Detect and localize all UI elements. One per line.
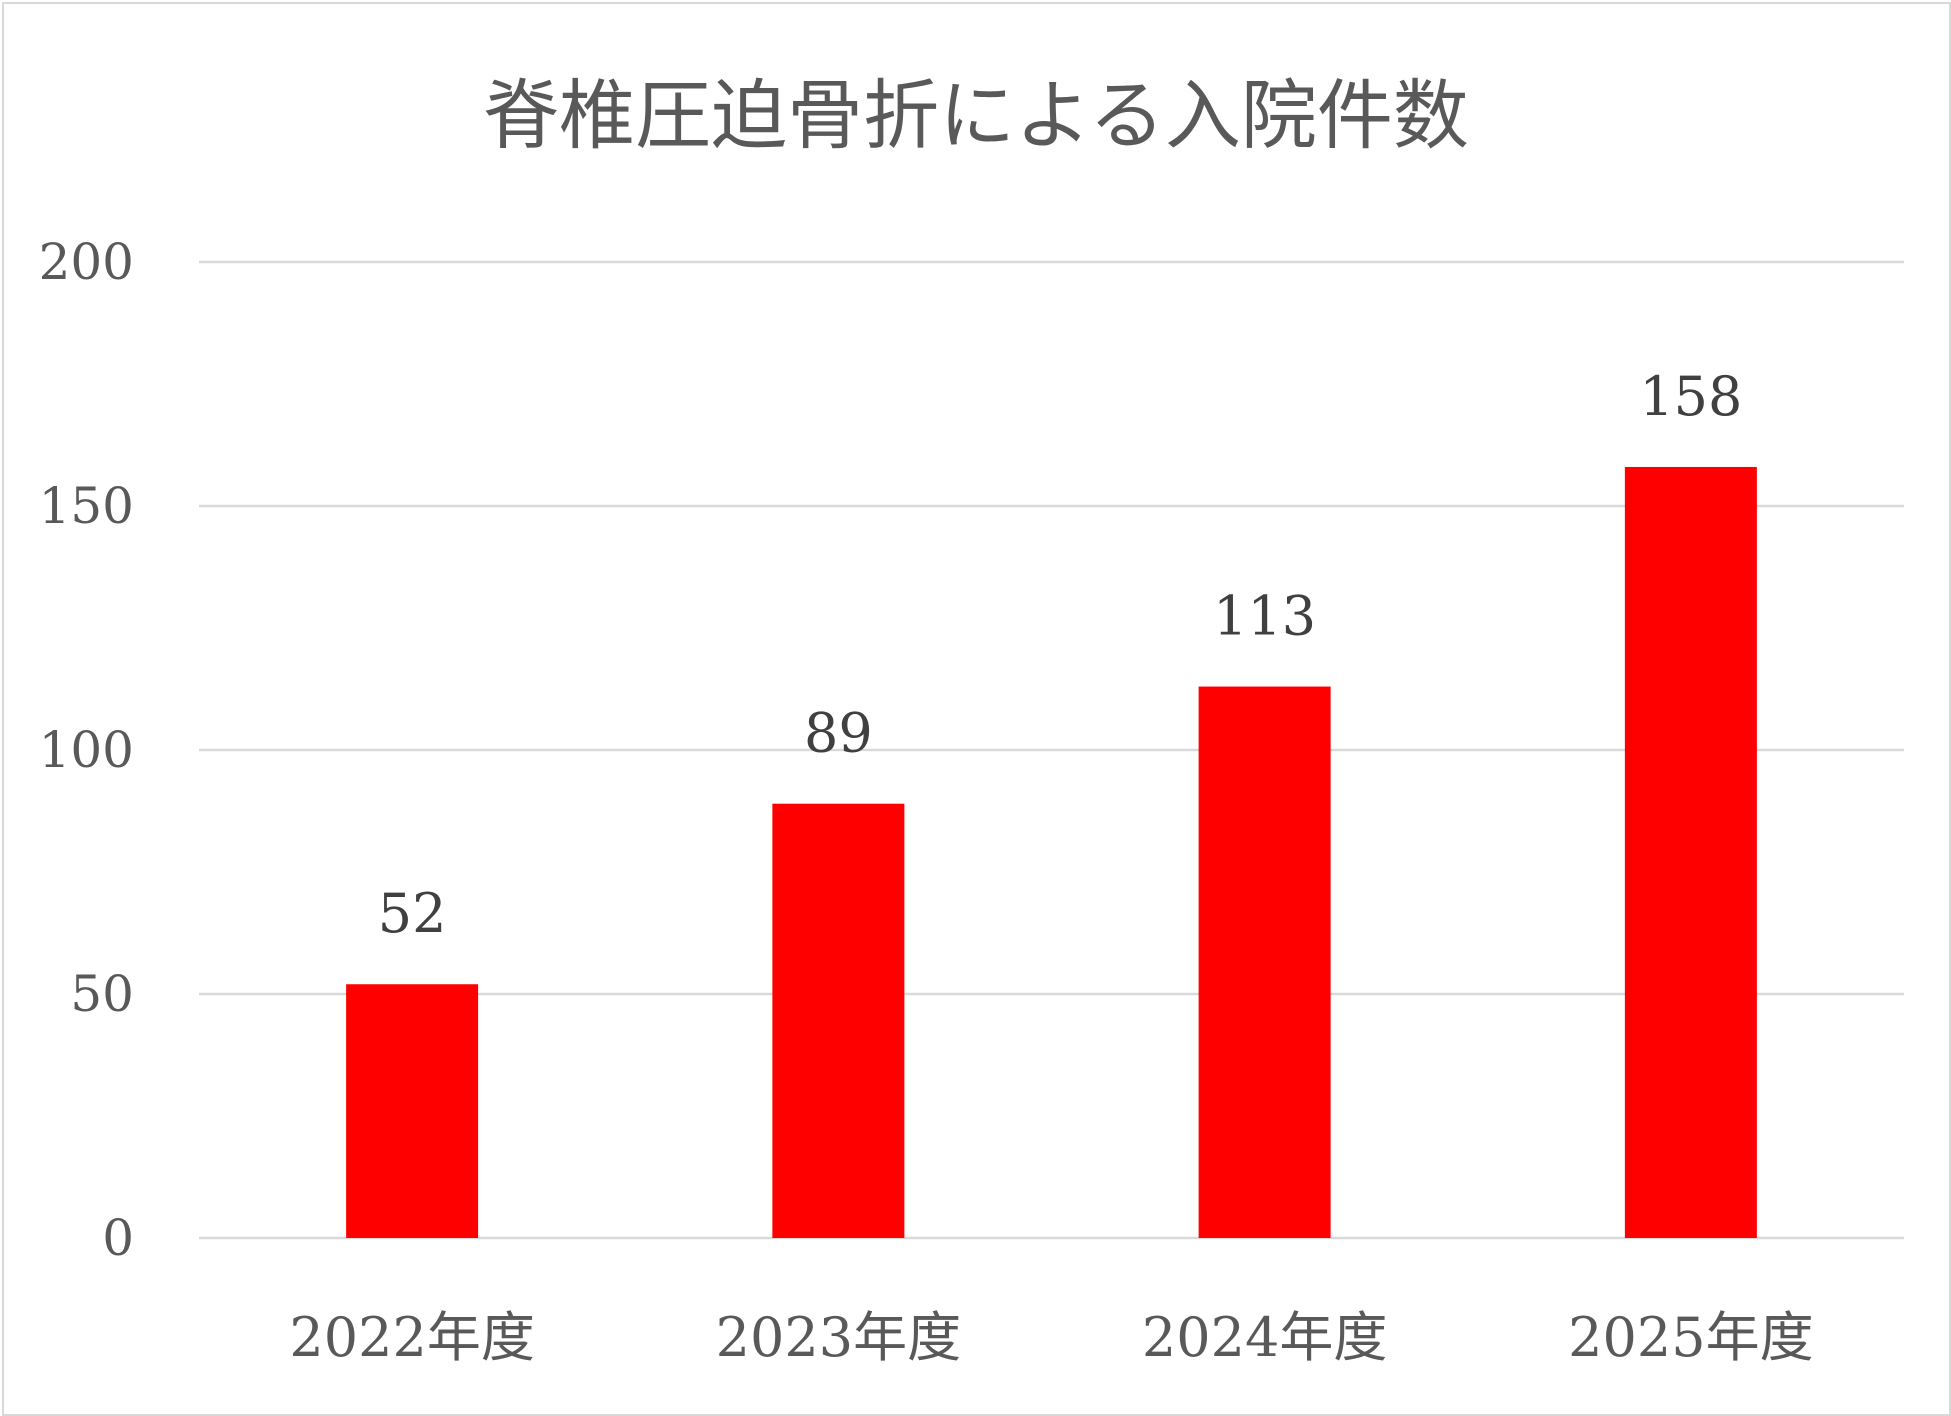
x-axis-category-labels: 2022年度 2023年度 2024年度 2025年度 — [289, 1306, 1813, 1369]
data-label: 113 — [1213, 585, 1316, 648]
gridlines — [199, 260, 1904, 1240]
bar-2023年度 — [772, 803, 905, 1238]
data-labels: 52 89 113 158 — [378, 365, 1743, 945]
x-category-label: 2025年度 — [1568, 1306, 1813, 1369]
bar-2025年度 — [1624, 466, 1757, 1239]
y-tick-label: 200 — [39, 233, 134, 291]
y-tick-label: 150 — [39, 477, 134, 535]
data-label: 158 — [1639, 365, 1742, 428]
chart-title: 脊椎圧迫骨折による入院件数 — [483, 71, 1469, 160]
bars — [346, 466, 1757, 1239]
data-label: 52 — [378, 882, 447, 945]
y-tick-label: 100 — [39, 721, 134, 779]
x-category-label: 2024年度 — [1142, 1306, 1387, 1369]
x-category-label: 2023年度 — [716, 1306, 961, 1369]
bar-2024年度 — [1198, 686, 1331, 1238]
bar-2022年度 — [346, 984, 479, 1238]
data-label: 89 — [804, 702, 873, 765]
bar-chart: 脊椎圧迫骨折による入院件数 0 50 100 150 200 52 89 113 158 20… — [39, 71, 1904, 1369]
y-tick-label: 50 — [70, 965, 134, 1023]
x-category-label: 2022年度 — [289, 1306, 534, 1369]
y-tick-label: 0 — [102, 1209, 134, 1267]
y-axis-tick-labels: 0 50 100 150 200 — [39, 233, 134, 1267]
